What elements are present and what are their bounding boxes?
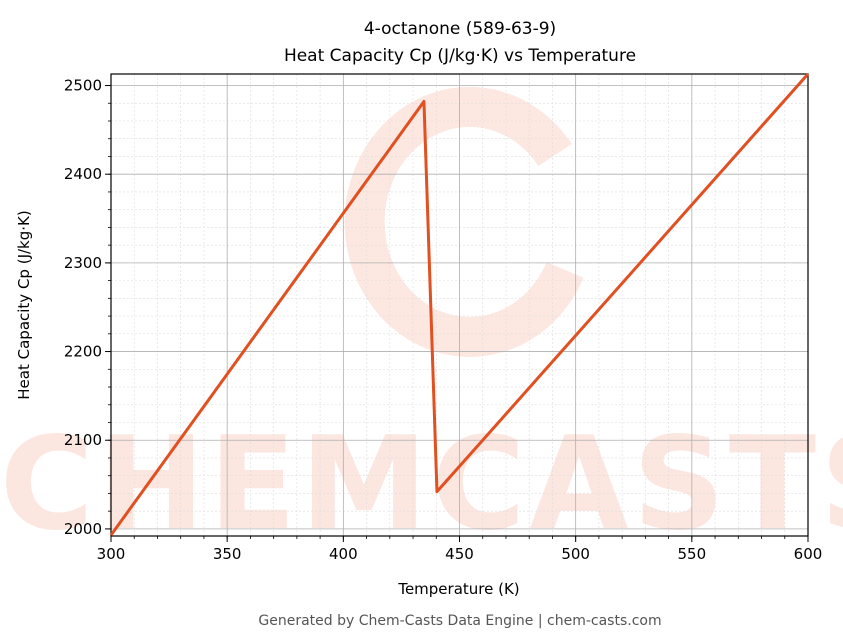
y-tick-label: 2200	[64, 343, 102, 361]
y-tick-label: 2400	[64, 165, 102, 183]
y-tick-label: 2500	[64, 77, 102, 95]
watermark-logo: CHEMCASTS	[0, 86, 843, 559]
footer-credit: Generated by Chem-Casts Data Engine | ch…	[258, 613, 661, 629]
x-tick-label: 550	[678, 545, 707, 563]
y-tick-label: 2100	[64, 431, 102, 449]
x-tick-label: 450	[445, 545, 474, 563]
x-tick-label: 500	[561, 545, 590, 563]
x-axis-label: Temperature (K)	[397, 580, 519, 598]
axis-ticks: 300 350 400 450 500 550 600 2000 2100 2200 2300 240…	[64, 77, 823, 563]
svg-text:CHEMCASTS: CHEMCASTS	[0, 410, 843, 559]
y-axis-label: Heat Capacity Cp (J/kg·K)	[15, 210, 33, 399]
chart-subtitle: Heat Capacity Cp (J/kg·K) vs Temperature	[284, 46, 636, 66]
y-tick-label: 2000	[64, 520, 102, 538]
series-layer	[109, 73, 810, 536]
chart-title: 4-octanone (589-63-9)	[364, 19, 556, 39]
x-tick-label: 600	[794, 545, 823, 563]
x-tick-label: 400	[329, 545, 358, 563]
y-tick-label: 2300	[64, 254, 102, 272]
x-tick-label: 300	[97, 545, 126, 563]
series-line	[109, 73, 810, 536]
x-tick-label: 350	[213, 545, 242, 563]
